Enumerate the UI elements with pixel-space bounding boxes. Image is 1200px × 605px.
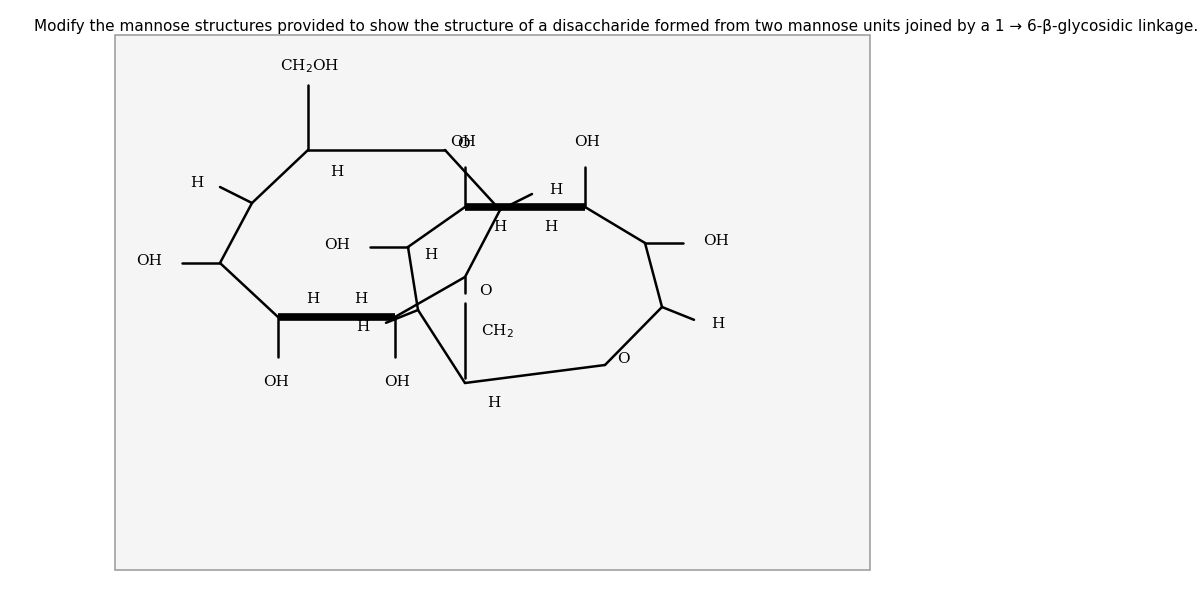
Text: H: H [487, 396, 500, 410]
Text: Modify the mannose structures provided to show the structure of a disaccharide f: Modify the mannose structures provided t… [34, 19, 1198, 34]
Text: CH$_2$OH: CH$_2$OH [281, 57, 340, 75]
Text: H: H [544, 220, 557, 234]
Text: H: H [493, 220, 506, 234]
Text: H: H [330, 165, 343, 179]
Text: O: O [457, 137, 469, 151]
Text: OH: OH [450, 135, 476, 149]
Text: O: O [479, 284, 492, 298]
FancyBboxPatch shape [115, 35, 870, 570]
Text: H: H [306, 292, 319, 306]
Text: OH: OH [324, 238, 350, 252]
Text: H: H [424, 248, 437, 262]
Text: H: H [550, 183, 563, 197]
Text: OH: OH [574, 135, 600, 149]
Text: H: H [190, 176, 203, 190]
Text: OH: OH [136, 254, 162, 268]
Text: OH: OH [384, 375, 410, 389]
Text: H: H [354, 292, 367, 306]
Text: OH: OH [703, 234, 728, 248]
Text: CH$_2$: CH$_2$ [481, 322, 514, 340]
Text: H: H [710, 317, 725, 331]
Text: H: H [355, 320, 370, 334]
Text: O: O [617, 352, 630, 366]
Text: OH: OH [263, 375, 289, 389]
